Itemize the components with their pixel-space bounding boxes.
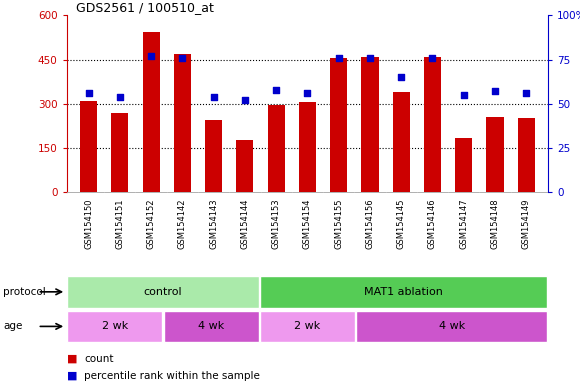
Text: ■: ■ xyxy=(67,371,77,381)
Point xyxy=(147,53,156,59)
Bar xyxy=(260,276,548,308)
Point xyxy=(84,90,93,96)
Bar xyxy=(80,101,97,192)
Text: GSM154151: GSM154151 xyxy=(115,199,124,249)
Point xyxy=(115,94,125,100)
Point xyxy=(209,94,218,100)
Bar xyxy=(393,92,410,192)
Point xyxy=(490,88,499,94)
Bar xyxy=(143,31,160,192)
Bar xyxy=(164,311,259,342)
Text: GSM154155: GSM154155 xyxy=(334,199,343,249)
Text: GSM154147: GSM154147 xyxy=(459,199,468,249)
Point xyxy=(459,92,468,98)
Text: age: age xyxy=(3,321,22,331)
Bar xyxy=(330,58,347,192)
Text: GSM154143: GSM154143 xyxy=(209,199,218,249)
Bar xyxy=(236,141,253,192)
Text: MAT1 ablation: MAT1 ablation xyxy=(364,287,443,297)
Text: count: count xyxy=(84,354,114,364)
Text: 4 wk: 4 wk xyxy=(438,321,465,331)
Bar xyxy=(487,117,503,192)
Point xyxy=(240,97,249,103)
Point xyxy=(397,74,406,80)
Text: GSM154145: GSM154145 xyxy=(397,199,405,249)
Point xyxy=(303,90,312,96)
Text: GDS2561 / 100510_at: GDS2561 / 100510_at xyxy=(77,1,214,14)
Text: GSM154150: GSM154150 xyxy=(84,199,93,249)
Text: ■: ■ xyxy=(67,354,77,364)
Point xyxy=(271,86,281,93)
Bar xyxy=(174,54,191,192)
Text: control: control xyxy=(144,287,182,297)
Text: GSM154156: GSM154156 xyxy=(365,199,375,249)
Text: GSM154152: GSM154152 xyxy=(147,199,155,249)
Bar xyxy=(205,120,222,192)
Text: 2 wk: 2 wk xyxy=(102,321,128,331)
Bar xyxy=(356,311,548,342)
Bar xyxy=(299,102,316,192)
Text: GSM154146: GSM154146 xyxy=(428,199,437,249)
Point xyxy=(428,55,437,61)
Bar xyxy=(455,137,472,192)
Bar xyxy=(361,56,379,192)
Text: 2 wk: 2 wk xyxy=(294,321,321,331)
Text: GSM154148: GSM154148 xyxy=(491,199,499,249)
Point xyxy=(334,55,343,61)
Bar xyxy=(111,113,128,192)
Text: percentile rank within the sample: percentile rank within the sample xyxy=(84,371,260,381)
Text: GSM154153: GSM154153 xyxy=(271,199,281,249)
Text: GSM154149: GSM154149 xyxy=(522,199,531,249)
Point xyxy=(365,55,375,61)
Point xyxy=(177,55,187,61)
Bar xyxy=(517,118,535,192)
Text: GSM154142: GSM154142 xyxy=(178,199,187,249)
Text: protocol: protocol xyxy=(3,287,46,297)
Bar xyxy=(67,311,162,342)
Bar xyxy=(260,311,355,342)
Bar xyxy=(424,56,441,192)
Bar xyxy=(267,105,285,192)
Text: 4 wk: 4 wk xyxy=(198,321,224,331)
Text: GSM154154: GSM154154 xyxy=(303,199,312,249)
Text: GSM154144: GSM154144 xyxy=(240,199,249,249)
Point xyxy=(521,90,531,96)
Bar xyxy=(67,276,259,308)
